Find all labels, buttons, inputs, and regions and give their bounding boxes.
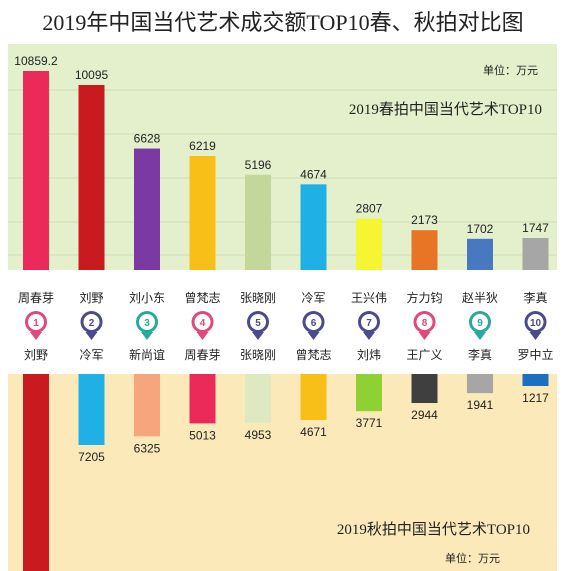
rank-pin-icon	[196, 332, 209, 340]
rank-pin-icon	[141, 332, 153, 340]
spring-bar	[134, 148, 160, 270]
spring-bar	[23, 71, 49, 270]
spring-artist-label: 赵半狄	[462, 291, 498, 305]
spring-artist-label: 方力钧	[406, 290, 442, 305]
autumn-bar	[522, 374, 549, 386]
spring-bar	[189, 156, 216, 270]
autumn-bar	[300, 374, 327, 421]
rank-number: 10	[530, 318, 542, 329]
spring-value-label: 6628	[134, 132, 161, 146]
spring-bar	[467, 238, 493, 270]
spring-bar	[356, 218, 382, 270]
spring-panel-title: 2019春拍中国当代艺术TOP10	[349, 101, 542, 118]
rank-pin-icon	[418, 332, 431, 340]
spring-value-label: 6219	[189, 139, 216, 153]
autumn-bar	[356, 374, 382, 412]
rank-number: 4	[200, 318, 206, 329]
autumn-artist-label: 王广义	[406, 348, 442, 362]
rank-marker-inner	[28, 314, 44, 330]
spring-bars: 10859.2 10095 6628 6219 5196 4674 2807 2173 1702…	[14, 54, 549, 270]
autumn-bar	[189, 374, 216, 424]
autumn-value-label: 4671	[300, 425, 327, 439]
autumn-bar	[23, 374, 49, 571]
rank-number: 5	[255, 318, 261, 329]
autumn-bar	[411, 374, 438, 404]
autumn-bars: 7205 6325 5013 4953 4671 3771 2944 1941 1217	[23, 374, 549, 571]
spring-artist-label: 张晓刚	[240, 291, 276, 305]
rank-number: 1	[33, 318, 39, 329]
rank-number: 9	[477, 318, 483, 329]
autumn-artist-label: 刘炜	[357, 348, 381, 362]
spring-value-label: 1747	[522, 221, 549, 235]
rank-pin-icon	[363, 332, 375, 340]
rank-marker-inner	[250, 314, 266, 330]
rank-number: 3	[144, 318, 150, 329]
autumn-value-label: 3771	[356, 416, 383, 430]
spring-artist-label: 刘小东	[129, 291, 165, 305]
artist-labels: 周春芽1刘野刘野2冷军刘小东3新尚谊曾梵志4周春芽张晓刚5张晓刚冷军6曾梵志王兴…	[18, 290, 554, 362]
rank-marker-inner	[194, 314, 211, 330]
spring-value-label: 4674	[300, 167, 327, 181]
spring-value-label: 5196	[245, 158, 272, 172]
rank-pin-icon	[30, 332, 42, 340]
rank-pin-icon	[529, 332, 542, 340]
autumn-panel-title: 2019秋拍中国当代艺术TOP10	[337, 521, 530, 538]
rank-number: 8	[422, 318, 428, 329]
autumn-artist-label: 新尚谊	[129, 347, 165, 362]
spring-artist-label: 李真	[523, 290, 547, 305]
autumn-value-label: 1941	[467, 398, 494, 412]
spring-unit-label: 单位：万元	[483, 63, 538, 77]
spring-value-label: 2807	[356, 202, 383, 216]
autumn-bar	[245, 374, 271, 423]
rank-pin-icon	[85, 332, 98, 340]
spring-bar	[411, 230, 438, 270]
rank-marker-inner	[416, 314, 433, 330]
spring-artist-label: 冷军	[301, 291, 325, 305]
spring-bar	[78, 85, 105, 270]
autumn-bar	[467, 374, 493, 394]
rank-number: 6	[311, 318, 317, 329]
autumn-artist-label: 罗中立	[517, 347, 553, 362]
autumn-artist-label: 李真	[468, 347, 492, 362]
autumn-artist-label: 冷军	[79, 348, 103, 362]
rank-pin-icon	[252, 332, 264, 340]
autumn-artist-label: 周春芽	[184, 348, 220, 362]
spring-bar	[300, 184, 327, 270]
chart-title: 2019年中国当代艺术成交额TOP10春、秋拍对比图	[42, 10, 523, 35]
spring-value-label: 10095	[75, 68, 109, 82]
spring-artist-label: 周春芽	[18, 291, 54, 305]
autumn-value-label: 6325	[134, 441, 161, 455]
autumn-bar	[134, 374, 160, 437]
rank-marker-inner	[305, 314, 322, 330]
spring-artist-label: 王兴伟	[351, 291, 387, 305]
autumn-bar	[78, 374, 105, 445]
rank-marker-inner	[83, 314, 100, 330]
autumn-value-label: 7205	[78, 450, 105, 464]
autumn-artist-label: 曾梵志	[295, 348, 331, 362]
spring-artist-label: 刘野	[79, 291, 103, 305]
spring-value-label: 10859.2	[14, 54, 58, 68]
rank-marker-inner	[139, 314, 155, 330]
rank-number: 2	[89, 318, 95, 329]
rank-marker-inner	[472, 314, 488, 330]
autumn-value-label: 1217	[522, 391, 549, 405]
spring-bar	[522, 237, 549, 270]
rank-pin-icon	[307, 332, 320, 340]
rank-number: 7	[366, 318, 372, 329]
autumn-value-label: 4953	[245, 428, 272, 442]
autumn-value-label: 2944	[411, 408, 438, 422]
spring-value-label: 1702	[467, 222, 494, 236]
spring-artist-label: 曾梵志	[184, 291, 220, 305]
autumn-artist-label: 张晓刚	[240, 348, 276, 362]
rank-marker-inner	[527, 314, 544, 330]
autumn-unit-label: 单位：万元	[445, 551, 500, 565]
autumn-value-label: 5013	[189, 428, 216, 442]
spring-bar	[245, 174, 271, 270]
rank-pin-icon	[474, 332, 486, 340]
spring-value-label: 2173	[411, 213, 438, 227]
rank-marker-inner	[361, 314, 377, 330]
autumn-artist-label: 刘野	[24, 348, 48, 362]
